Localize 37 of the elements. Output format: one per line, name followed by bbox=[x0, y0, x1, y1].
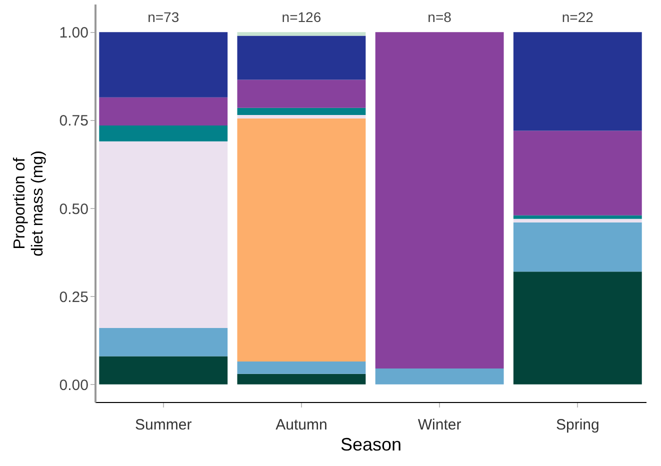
annotation: n=8 bbox=[428, 9, 452, 25]
x-tick-label: Winter bbox=[418, 416, 462, 434]
bar bbox=[513, 215, 642, 219]
y-tick-label: 1.00 bbox=[59, 24, 88, 42]
bar bbox=[237, 114, 366, 118]
bar bbox=[99, 97, 228, 126]
bar bbox=[375, 32, 504, 369]
bar bbox=[237, 361, 366, 374]
x-tick-label: Summer bbox=[135, 416, 192, 434]
annotation: n=126 bbox=[282, 9, 322, 25]
annotation: n=22 bbox=[562, 9, 594, 25]
y-axis-title: Proportion of diet mass (mg) bbox=[11, 150, 46, 256]
bar bbox=[99, 32, 228, 98]
bar bbox=[237, 108, 366, 115]
bar bbox=[375, 368, 504, 384]
bar bbox=[237, 36, 366, 80]
y-tick-label: 0.75 bbox=[59, 112, 88, 130]
annotation: n=73 bbox=[148, 9, 180, 25]
bar bbox=[513, 32, 642, 131]
bar bbox=[99, 328, 228, 356]
y-tick-label: 0.50 bbox=[59, 200, 88, 218]
bar bbox=[237, 32, 366, 36]
bar bbox=[99, 141, 228, 328]
x-axis-title: Season bbox=[340, 434, 402, 454]
bar bbox=[513, 130, 642, 216]
bar bbox=[237, 374, 366, 384]
bar bbox=[237, 80, 366, 108]
x-tick-label: Spring bbox=[556, 416, 600, 434]
bar bbox=[513, 272, 642, 384]
bar bbox=[99, 356, 228, 384]
y-tick-label: 0.25 bbox=[59, 288, 88, 306]
bar bbox=[237, 118, 366, 362]
bar bbox=[99, 126, 228, 142]
x-tick-label: Autumn bbox=[276, 416, 328, 434]
y-tick-label: 0.00 bbox=[59, 376, 88, 394]
bar bbox=[513, 218, 642, 222]
bar bbox=[513, 222, 642, 272]
